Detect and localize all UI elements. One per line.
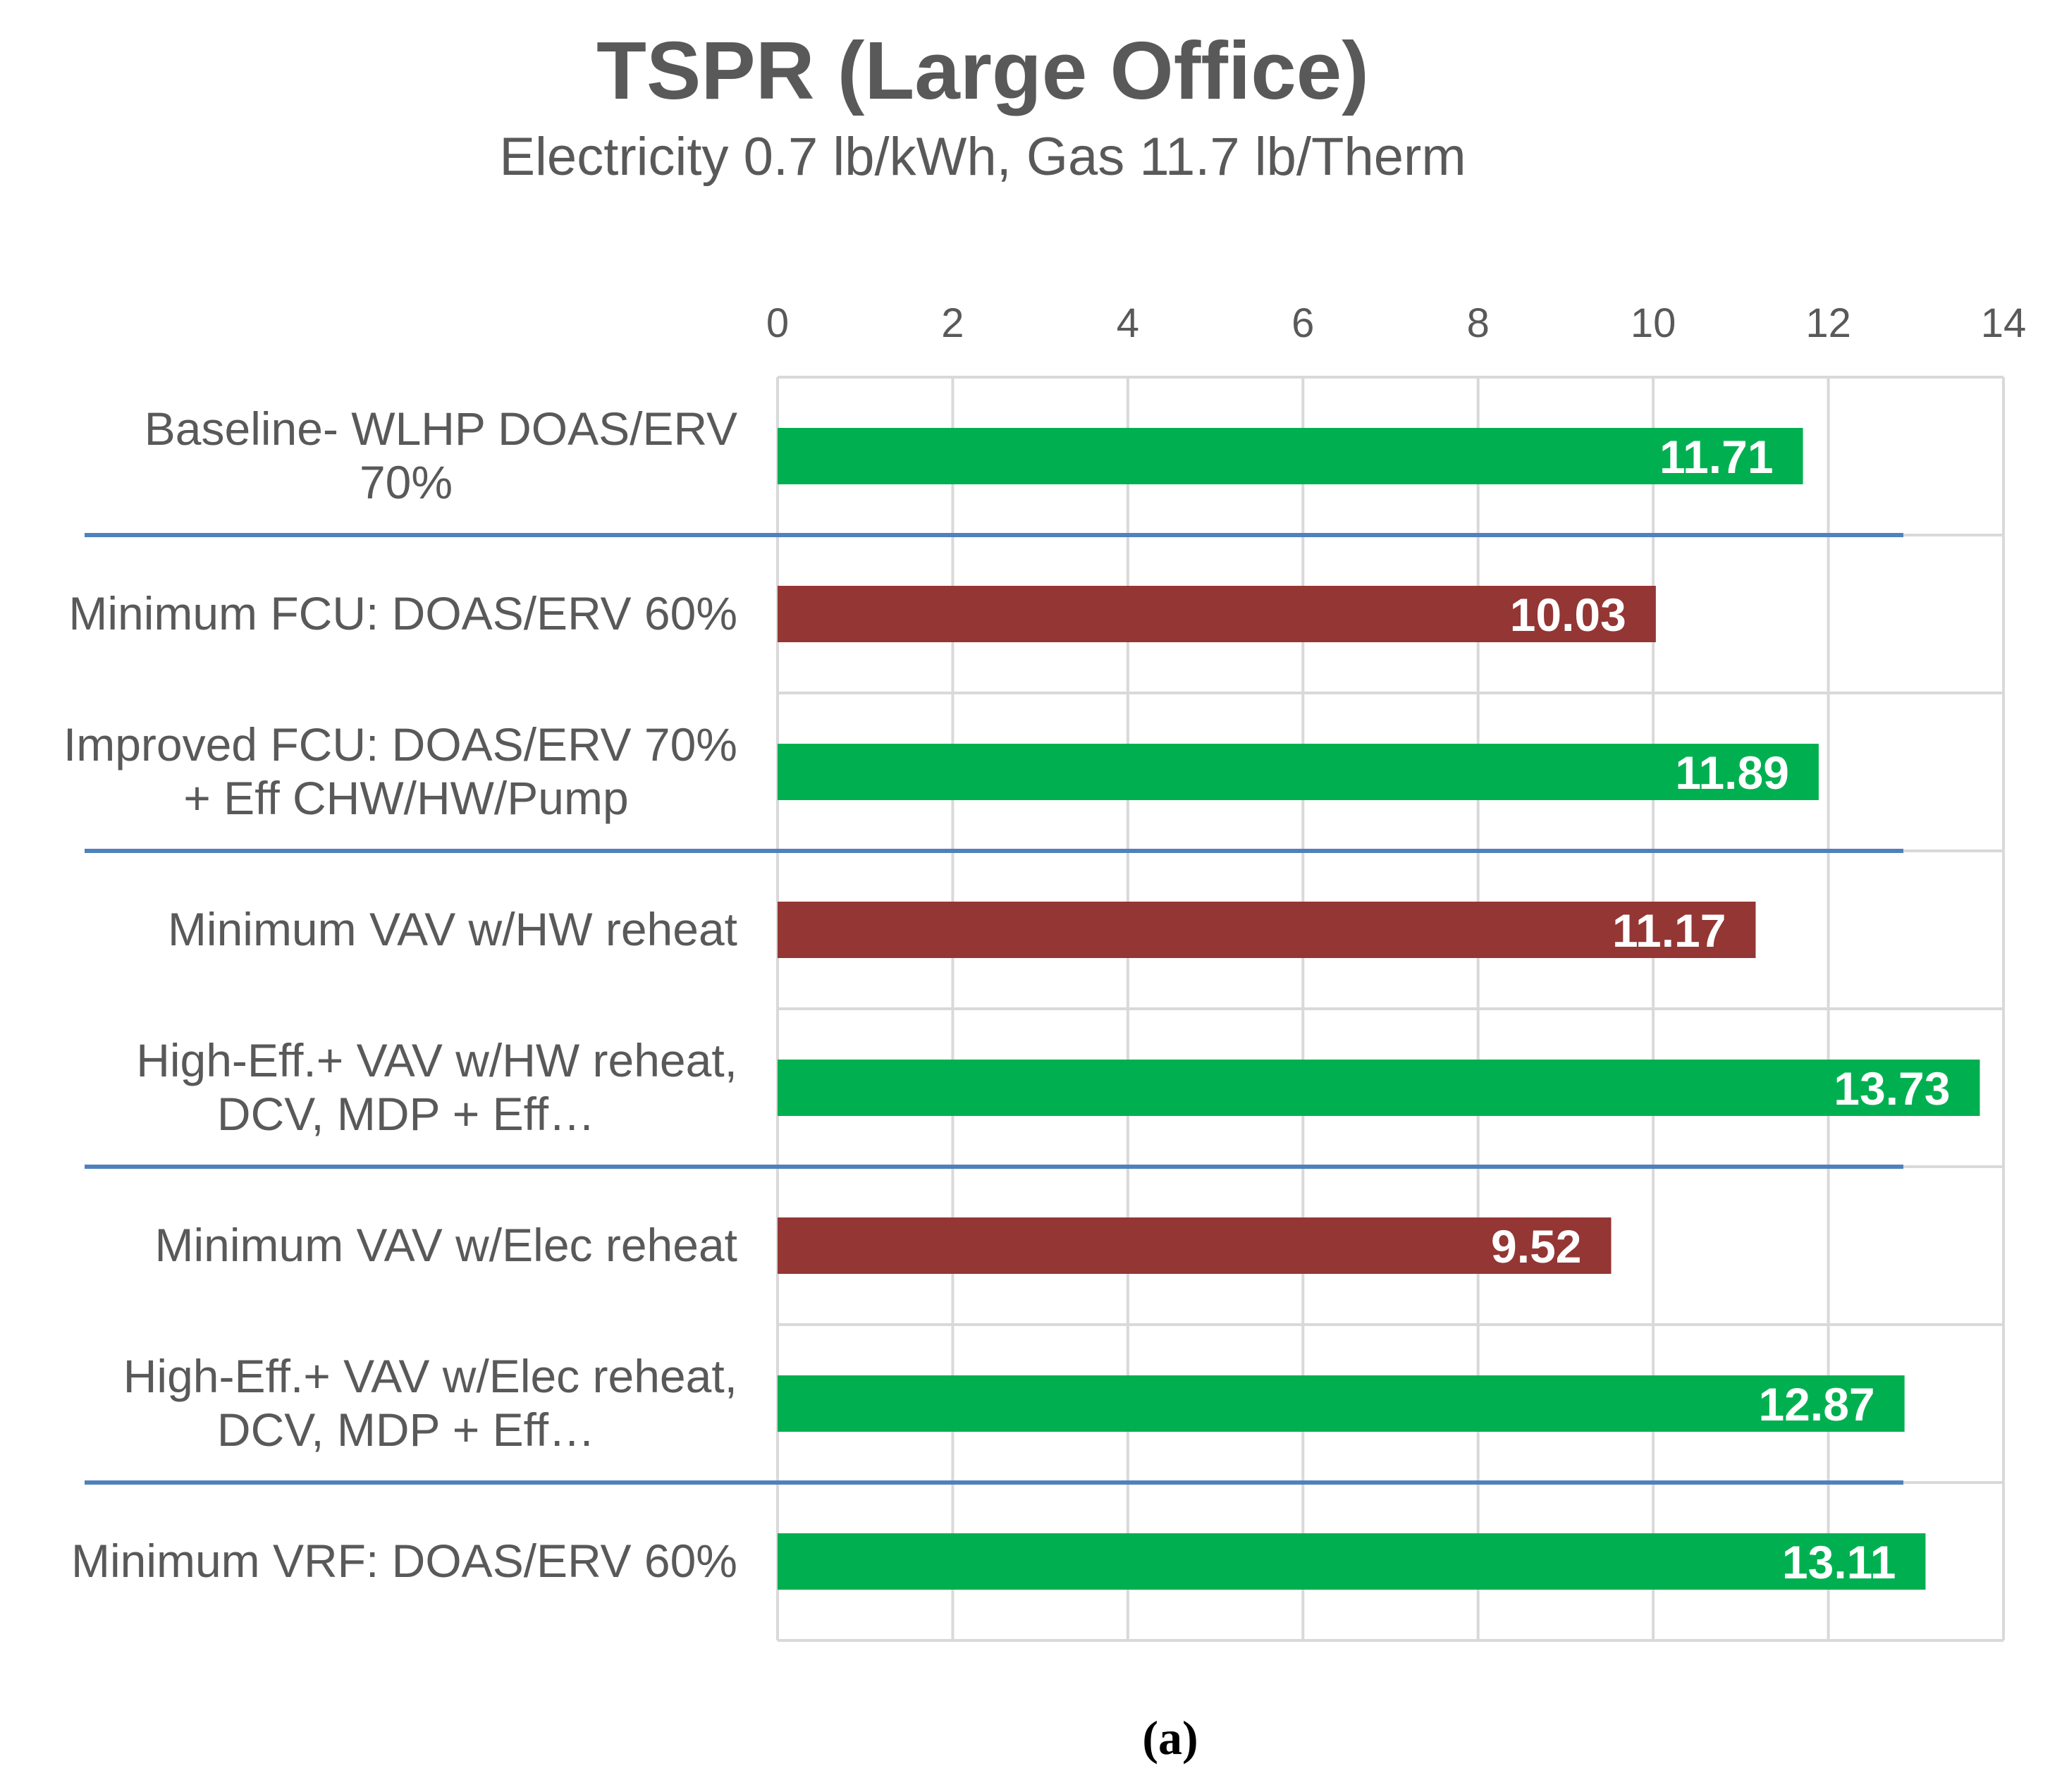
grid-layer xyxy=(776,376,2005,1642)
category-label: High-Eff.+ VAV w/Elec reheat, xyxy=(123,1350,737,1402)
data-label: 10.03 xyxy=(1510,589,1626,641)
category-label: Baseline- WLHP DOAS/ERV xyxy=(145,403,737,455)
data-label: 11.71 xyxy=(1659,431,1774,483)
chart-title: TSPR (Large Office) xyxy=(596,25,1369,116)
bars: 11.71 10.03 11.89 11.17 13.73 9.52 12.87 13.11 xyxy=(778,428,1980,1590)
category-label: + Eff CHW/HW/Pump xyxy=(183,772,628,824)
x-axis-ticks: 0 2 4 6 8 10 12 14 xyxy=(766,300,2026,346)
category-label: DCV, MDP + Eff… xyxy=(217,1088,595,1140)
data-label: 11.17 xyxy=(1612,904,1726,957)
bar xyxy=(778,1375,1905,1432)
bar xyxy=(778,586,1656,642)
x-tick-label: 4 xyxy=(1117,300,1139,346)
category-label: High-Eff.+ VAV w/HW reheat, xyxy=(136,1034,737,1086)
data-label: 11.89 xyxy=(1675,747,1789,799)
category-label: DCV, MDP + Eff… xyxy=(217,1404,595,1456)
data-label: 9.52 xyxy=(1491,1220,1581,1272)
bar xyxy=(778,744,1819,800)
data-label: 12.87 xyxy=(1758,1378,1874,1430)
bar xyxy=(778,902,1756,958)
category-label: Minimum VAV w/Elec reheat xyxy=(155,1219,737,1271)
bar xyxy=(778,1217,1612,1274)
x-tick-label: 12 xyxy=(1805,300,1851,346)
x-tick-label: 0 xyxy=(766,300,789,346)
bar xyxy=(778,1533,1926,1590)
bar xyxy=(778,428,1803,484)
x-tick-label: 6 xyxy=(1291,300,1314,346)
chart-subtitle: Electricity 0.7 lb/kWh, Gas 11.7 lb/Ther… xyxy=(499,127,1466,187)
x-tick-label: 10 xyxy=(1631,300,1676,346)
category-label: Minimum VAV w/HW reheat xyxy=(168,903,737,955)
bar xyxy=(778,1060,1980,1116)
group-separators xyxy=(85,533,1903,1485)
data-label: 13.73 xyxy=(1834,1062,1950,1115)
category-label: Minimum VRF: DOAS/ERV 60% xyxy=(71,1535,737,1587)
x-tick-label: 8 xyxy=(1467,300,1490,346)
category-label: Improved FCU: DOAS/ERV 70% xyxy=(63,718,737,771)
category-label: 70% xyxy=(360,456,453,508)
category-label: Minimum FCU: DOAS/ERV 60% xyxy=(68,587,737,639)
x-tick-label: 2 xyxy=(941,300,964,346)
figure-caption: (a) xyxy=(1142,1711,1198,1765)
x-tick-label: 14 xyxy=(1981,300,2027,346)
data-label: 13.11 xyxy=(1782,1536,1896,1588)
